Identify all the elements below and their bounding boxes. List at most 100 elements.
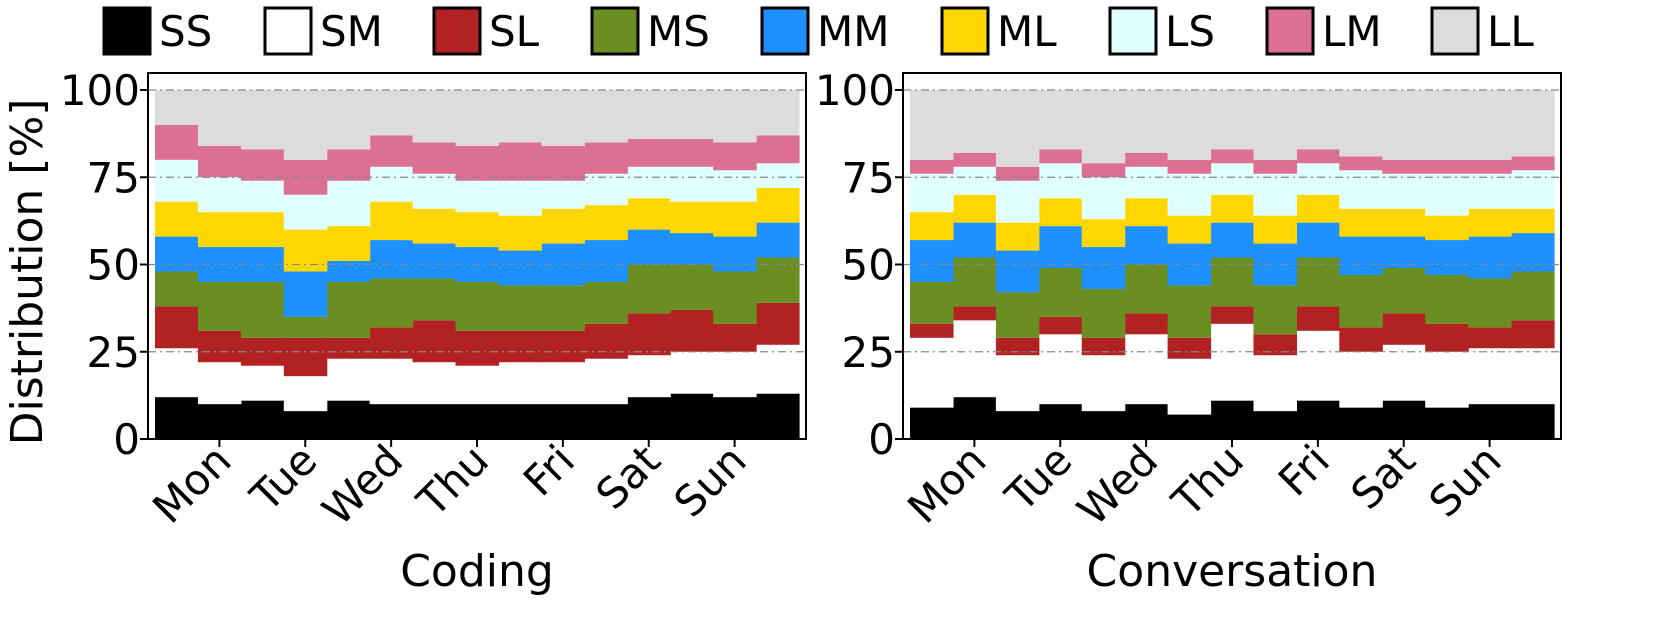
bar-ms-9 <box>1296 257 1340 307</box>
x-tick-label-fri: Fri <box>514 435 584 505</box>
bar-sm-0 <box>910 337 954 408</box>
x-tick-label-wed: Wed <box>1068 435 1167 534</box>
bar-ls-4 <box>1081 177 1126 220</box>
bar-ms-7 <box>455 281 500 331</box>
bar-sm-6 <box>412 362 457 405</box>
bar-ml-12 <box>1425 215 1469 241</box>
bar-ml-14 <box>1511 208 1555 234</box>
bar-ll-10 <box>1339 90 1383 157</box>
bar-ml-11 <box>627 198 671 230</box>
x-tick-label-tue: Tue <box>240 435 326 521</box>
bar-mm-11 <box>627 229 671 265</box>
bar-ml-5 <box>369 201 414 241</box>
bar-lm-3 <box>1038 149 1083 164</box>
bar-mm-0 <box>910 240 954 282</box>
bar-ml-8 <box>1253 215 1297 244</box>
x-tick-label-mon: Mon <box>898 435 995 532</box>
y-axis-label: Distribution [%] <box>2 99 53 446</box>
series-ms <box>910 257 1555 338</box>
bar-ss-11 <box>627 397 671 439</box>
bar-ls-12 <box>670 166 714 202</box>
bar-ll-10 <box>584 90 628 143</box>
bar-ms-3 <box>283 316 328 338</box>
bar-ss-11 <box>1382 400 1426 439</box>
bar-lm-10 <box>584 142 628 174</box>
bar-ml-9 <box>1296 194 1340 223</box>
bar-ml-2 <box>995 222 1040 251</box>
bar-mm-10 <box>1339 236 1383 275</box>
x-tick-label-thu: Thu <box>407 435 498 526</box>
bar-lm-11 <box>627 138 671 167</box>
bar-ss-0 <box>910 407 954 439</box>
y-tick-label-0: 0 <box>868 415 895 464</box>
bar-ms-8 <box>1253 285 1297 335</box>
legend-swatch-sl <box>432 6 482 56</box>
bar-ms-4 <box>326 281 371 338</box>
bar-ml-10 <box>584 205 628 241</box>
bar-sl-11 <box>1382 313 1426 345</box>
bar-sm-1 <box>952 320 997 398</box>
y-tick-label-100: 100 <box>60 66 140 115</box>
bar-ml-3 <box>1038 198 1083 227</box>
bar-ms-5 <box>1124 264 1169 314</box>
bar-sm-9 <box>541 362 585 405</box>
x-tick-label-mon: Mon <box>143 435 240 532</box>
series-ls <box>155 159 800 230</box>
bar-sl-12 <box>670 309 714 352</box>
bar-sl-4 <box>326 337 371 359</box>
bar-ls-12 <box>1425 173 1469 216</box>
bar-lm-2 <box>995 166 1040 181</box>
bar-lm-10 <box>1339 156 1383 171</box>
bar-ll-12 <box>670 90 714 139</box>
bar-ls-9 <box>1296 163 1340 195</box>
bar-mm-4 <box>1081 247 1126 289</box>
bar-mm-13 <box>713 236 757 272</box>
bar-ls-2 <box>240 180 285 213</box>
bar-ml-6 <box>1167 215 1212 244</box>
bar-lm-4 <box>1081 163 1126 178</box>
x-axis-label-coding: Coding <box>400 546 554 597</box>
bar-ss-5 <box>1124 404 1169 439</box>
bar-sl-4 <box>1081 337 1126 356</box>
bar-ss-10 <box>1339 407 1383 439</box>
y-tick-label-75: 75 <box>842 153 895 202</box>
bar-ms-1 <box>197 281 242 331</box>
bar-sl-5 <box>1124 313 1169 335</box>
bar-lm-14 <box>1511 156 1555 171</box>
bar-ls-2 <box>995 180 1040 223</box>
bar-ms-13 <box>1468 278 1512 328</box>
bar-sl-8 <box>498 330 542 363</box>
bar-ss-4 <box>1081 411 1126 439</box>
bar-ls-3 <box>1038 163 1083 199</box>
bar-lm-6 <box>1167 159 1212 174</box>
bar-mm-10 <box>584 240 628 282</box>
legend-swatch-mm <box>760 6 810 56</box>
bar-ll-13 <box>713 90 757 143</box>
legend-swatch-ml <box>940 6 990 56</box>
x-tick-label-tue: Tue <box>995 435 1081 521</box>
y-tick-label-25: 25 <box>87 328 140 377</box>
bar-mm-12 <box>1425 240 1469 275</box>
bar-sm-1 <box>197 362 242 405</box>
y-tick-label-75: 75 <box>87 153 140 202</box>
bar-ss-9 <box>541 404 585 439</box>
bar-mm-7 <box>1210 222 1255 258</box>
series-ll <box>910 90 1555 167</box>
bar-ls-7 <box>1210 163 1255 195</box>
bar-lm-7 <box>455 145 500 181</box>
bar-sl-10 <box>1339 327 1383 352</box>
series-sl <box>155 302 800 377</box>
bar-ms-11 <box>1382 267 1426 314</box>
bar-ms-13 <box>713 271 757 324</box>
bar-lm-5 <box>369 135 414 167</box>
bar-ls-14 <box>1511 170 1555 209</box>
bar-mm-11 <box>1382 236 1426 268</box>
bar-ml-13 <box>1468 208 1512 237</box>
bar-ss-5 <box>369 404 414 439</box>
bar-ss-7 <box>455 404 500 439</box>
bar-sl-6 <box>412 320 457 363</box>
bar-lm-5 <box>1124 152 1169 167</box>
bar-ss-12 <box>1425 407 1469 439</box>
bar-ss-2 <box>240 400 285 439</box>
bar-lm-0 <box>910 159 954 174</box>
